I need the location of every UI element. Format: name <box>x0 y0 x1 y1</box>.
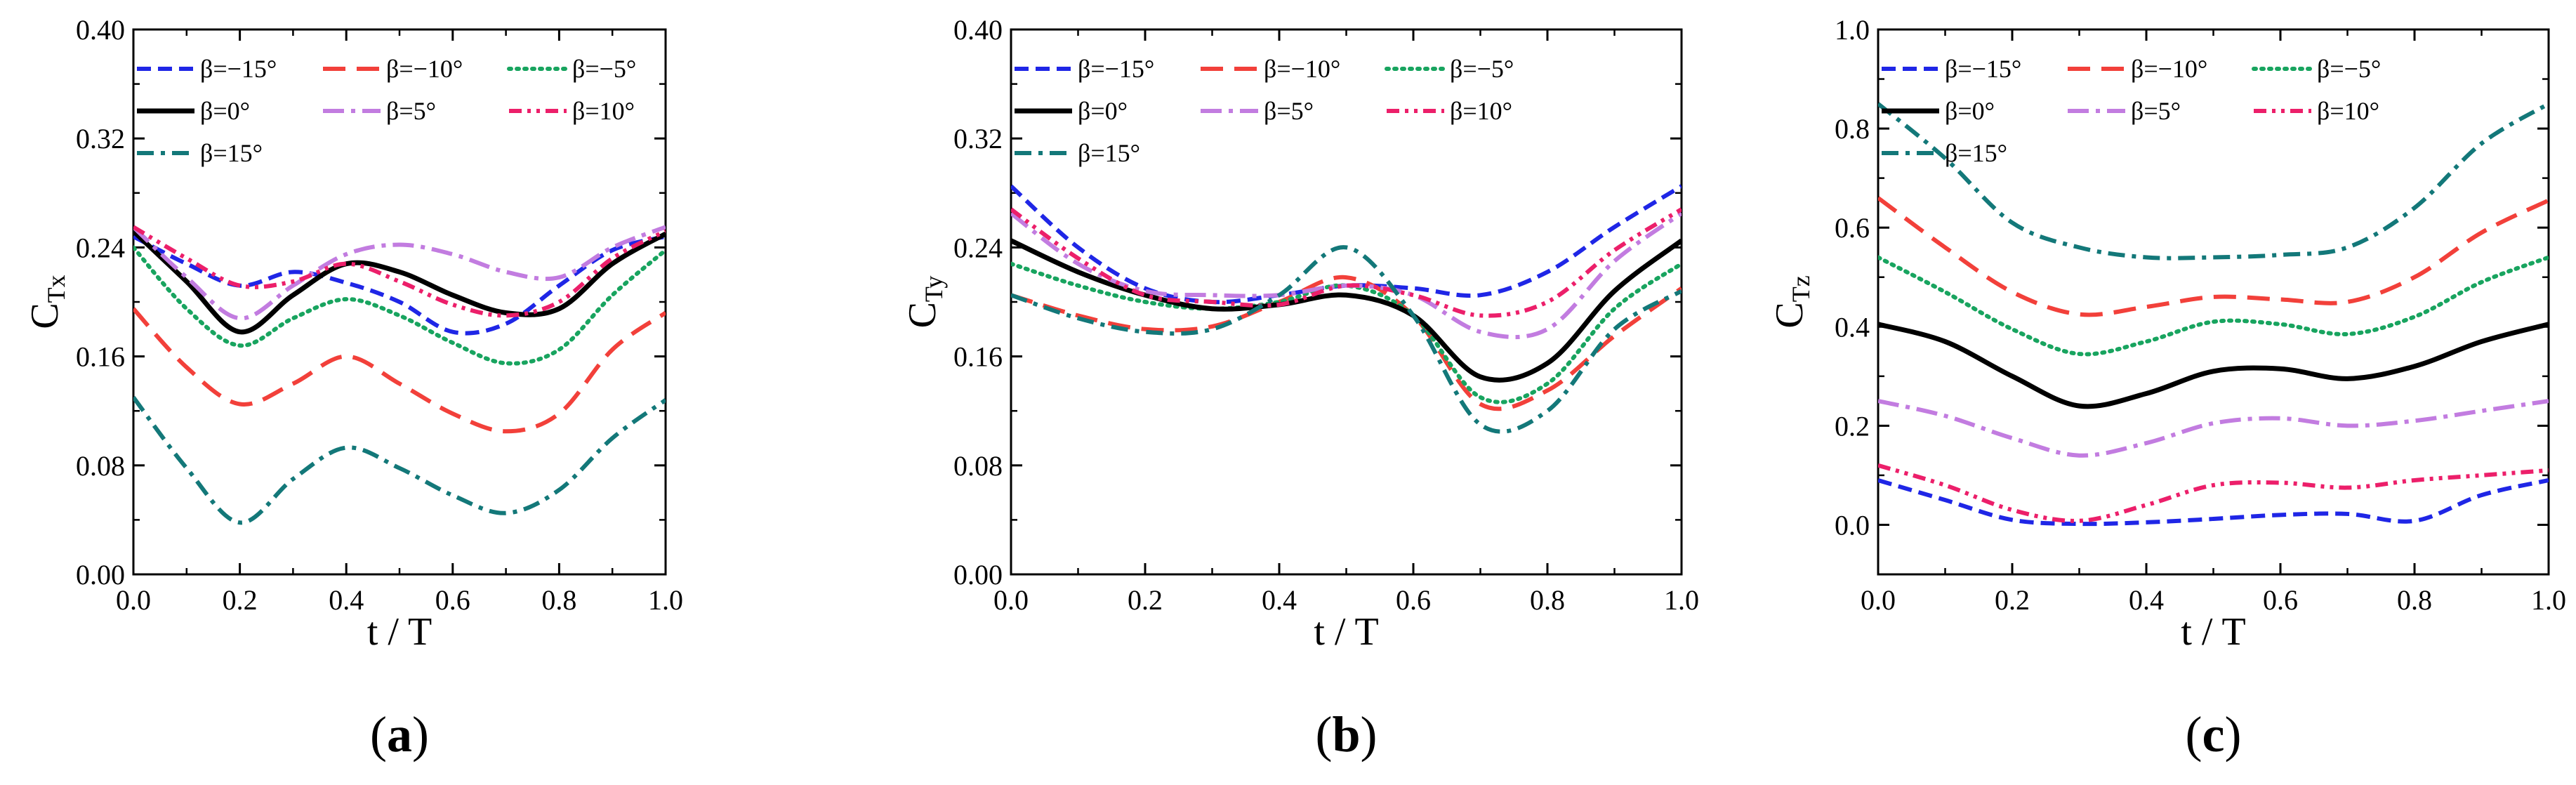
legend-label-b5: β=5° <box>1264 97 1314 125</box>
x-tick-label: 0.6 <box>435 584 470 616</box>
legend-label-b-15: β=−15° <box>1945 55 2021 83</box>
x-tick-label: 0.2 <box>1128 584 1163 616</box>
chart-panel-c: 0.0 0.2 0.4 0.6 0.8 1.0 0.0 0.2 0.4 0.6 0.8 1.0 β=−1… <box>1768 14 2566 763</box>
x-tick-label: 1.0 <box>1664 584 1699 616</box>
legend-label-b-10: β=−10° <box>386 55 463 83</box>
y-tick-label: 0.40 <box>76 14 125 46</box>
y-tick-label: 0.32 <box>953 123 1003 154</box>
series-line-b10 <box>1011 207 1682 318</box>
y-tick-label: 0.00 <box>76 559 125 591</box>
chart-panel-a: 0.0 0.2 0.4 0.6 0.8 1.0 0.00 0.08 0.16 0.24 0.32 0.… <box>23 14 683 763</box>
legend-label-b0: β=0° <box>200 97 250 125</box>
legend-label-b5: β=5° <box>2131 97 2181 125</box>
series-line-b-15 <box>1878 478 2549 527</box>
series-line-b-10 <box>133 307 666 434</box>
series-line-b15 <box>1011 245 1682 434</box>
y-tick-label: 0.16 <box>953 341 1003 373</box>
panel-label: (c) <box>2186 706 2242 763</box>
legend-label-b-15: β=−15° <box>200 55 277 83</box>
y-tick-label: 1.0 <box>1835 14 1870 46</box>
legend-label-b-5: β=−5° <box>1450 55 1514 83</box>
series-line-b-5 <box>1011 261 1682 404</box>
legend-label-b0: β=0° <box>1078 97 1128 125</box>
x-tick-label: 0.2 <box>223 584 258 616</box>
x-tick-label: 1.0 <box>648 584 683 616</box>
series-line-b0 <box>1878 322 2549 409</box>
x-axis-label: t / T <box>2181 610 2245 654</box>
legend-label-b5: β=5° <box>386 97 436 125</box>
y-tick-label: 0.24 <box>953 232 1003 263</box>
x-tick-label: 0.0 <box>993 584 1029 616</box>
x-tick-label: 1.0 <box>2531 584 2566 616</box>
x-tick-label: 0.2 <box>1995 584 2030 616</box>
y-tick-label: 0.24 <box>76 232 125 263</box>
chart-panel-b: 0.0 0.2 0.4 0.6 0.8 1.0 0.00 0.08 0.16 0.24 0.32 0.… <box>901 14 1699 763</box>
series-line-b5 <box>1011 211 1682 340</box>
legend-label-b15: β=15° <box>200 139 263 167</box>
series-line-b15 <box>1878 102 2549 260</box>
y-tick-label: 0.0 <box>1835 509 1870 541</box>
series-line-b-10 <box>1011 275 1682 411</box>
series-line-b10 <box>1878 463 2549 523</box>
series-line-b-15 <box>1011 184 1682 305</box>
series-line-b0 <box>133 229 666 335</box>
x-tick-label: 0.8 <box>541 584 576 616</box>
series-line-b10 <box>133 225 666 318</box>
y-axis-label: CTx <box>23 275 70 329</box>
legend-label-b-10: β=−10° <box>1264 55 1340 83</box>
y-tick-label: 0.40 <box>953 14 1003 46</box>
y-tick-label: 0.8 <box>1835 113 1870 145</box>
series-group <box>1011 184 1682 434</box>
series-line-b-5 <box>133 245 666 366</box>
x-tick-label: 0.0 <box>116 584 151 616</box>
legend-label-b10: β=10° <box>1450 97 1512 125</box>
x-tick-label: 0.0 <box>1861 584 1896 616</box>
x-tick-label: 0.8 <box>1530 584 1565 616</box>
x-tick-label: 0.8 <box>2397 584 2432 616</box>
x-tick-label: 0.4 <box>2129 584 2164 616</box>
series-line-b-5 <box>1878 255 2549 357</box>
y-tick-label: 0.16 <box>76 341 125 373</box>
y-tick-label: 0.32 <box>76 123 125 154</box>
legend-label-b-10: β=−10° <box>2131 55 2207 83</box>
legend-label-b0: β=0° <box>1945 97 1995 125</box>
x-tick-label: 0.4 <box>1262 584 1297 616</box>
x-axis-label: t / T <box>1314 610 1378 654</box>
legend-label-b10: β=10° <box>2317 97 2379 125</box>
y-tick-label: 0.08 <box>953 450 1003 482</box>
series-line-b5 <box>133 225 666 321</box>
series-group <box>133 225 666 525</box>
y-tick-label: 0.6 <box>1835 212 1870 244</box>
legend-label-b15: β=15° <box>1078 139 1140 167</box>
legend-label-b15: β=15° <box>1945 139 2007 167</box>
legend-label-b-5: β=−5° <box>572 55 636 83</box>
panel-label: (a) <box>370 706 429 763</box>
series-line-b0 <box>1011 238 1682 383</box>
legend-label-b10: β=10° <box>572 97 635 125</box>
y-tick-label: 0.00 <box>953 559 1003 591</box>
y-axis-label: CTy <box>901 276 948 329</box>
legend-label-b-15: β=−15° <box>1078 55 1154 83</box>
series-line-b-10 <box>1878 196 2549 317</box>
series-line-b15 <box>133 395 666 525</box>
x-tick-label: 0.6 <box>2263 584 2298 616</box>
x-tick-label: 0.6 <box>1396 584 1431 616</box>
y-axis-label: CTz <box>1768 275 1815 328</box>
y-tick-label: 0.4 <box>1835 311 1870 343</box>
y-tick-label: 0.2 <box>1835 410 1870 442</box>
x-tick-label: 0.4 <box>329 584 364 616</box>
x-axis-label: t / T <box>367 610 432 654</box>
y-tick-label: 0.08 <box>76 450 125 482</box>
panel-label: (b) <box>1315 706 1377 763</box>
series-group <box>1878 102 2549 527</box>
series-line-b5 <box>1878 399 2549 458</box>
legend-label-b-5: β=−5° <box>2317 55 2381 83</box>
